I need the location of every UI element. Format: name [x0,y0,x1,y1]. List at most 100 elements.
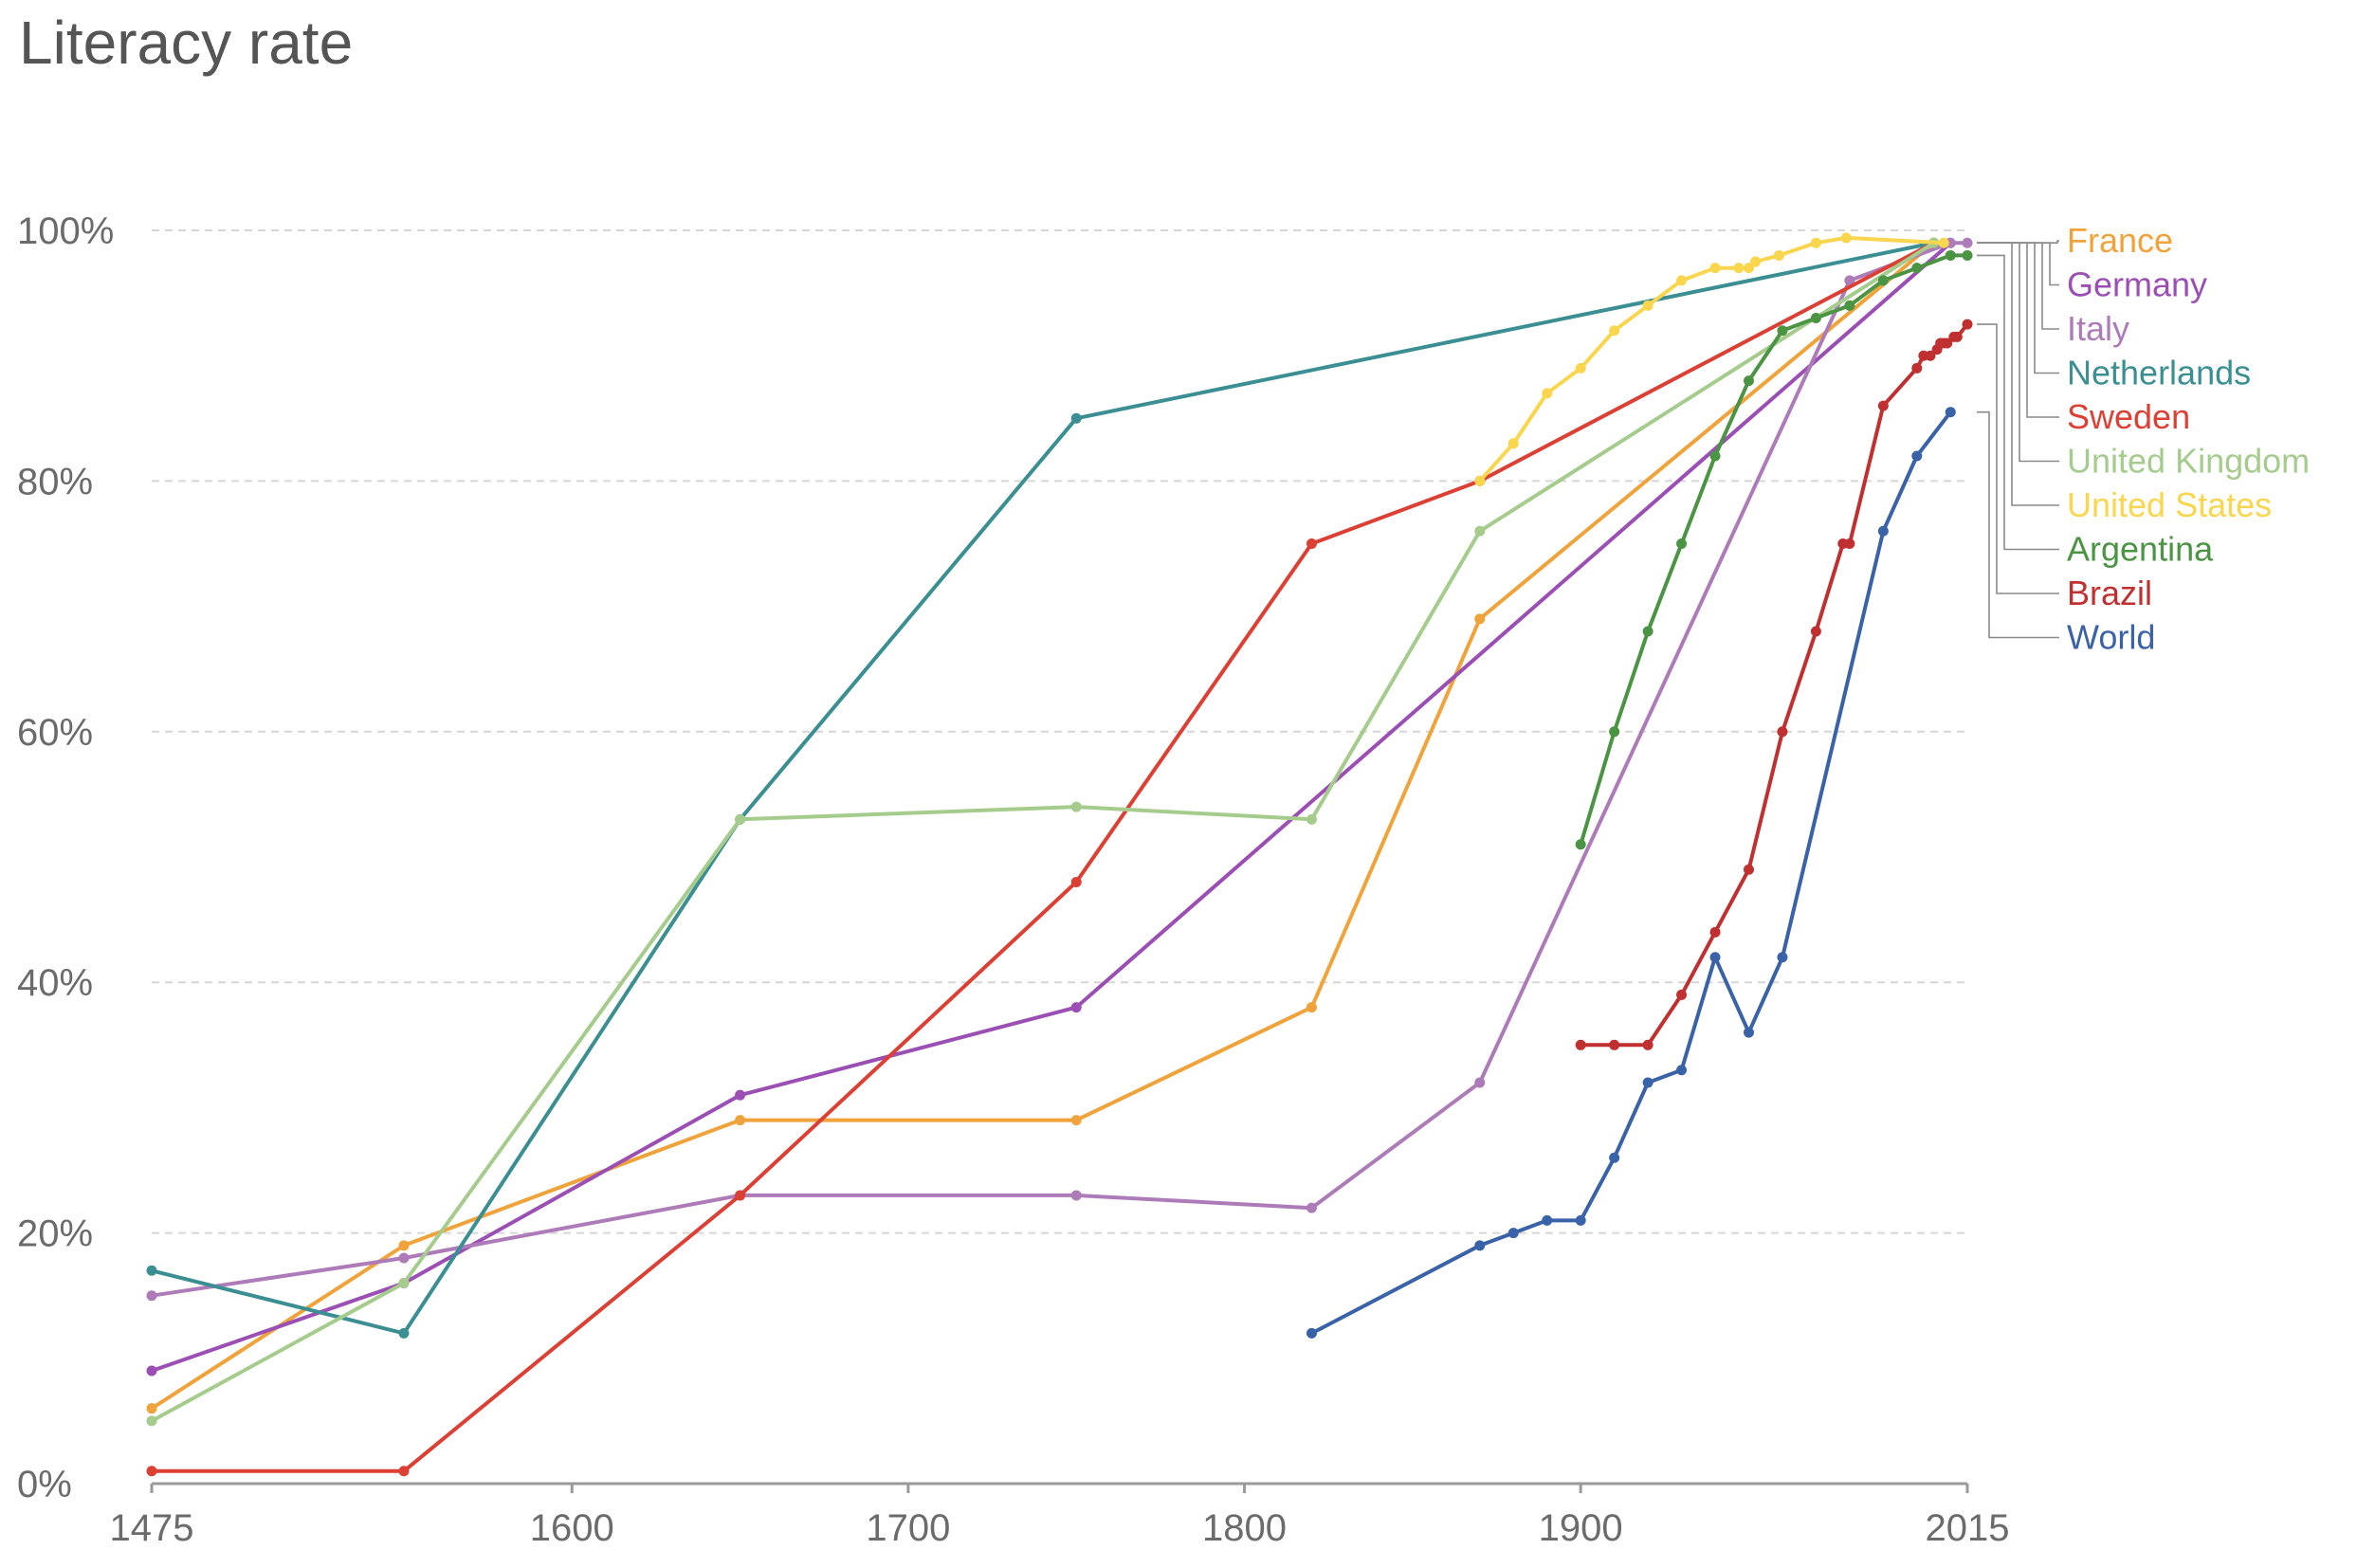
data-point-brazil [1642,1039,1654,1050]
y-tick-label: 80% [17,461,93,502]
data-point-argentina [1575,839,1586,850]
data-point-brazil [1609,1039,1620,1050]
x-tick-label: 1700 [866,1507,950,1549]
legend-leader-brazil [1977,323,2059,594]
data-point-brazil [1709,926,1721,938]
data-point-brazil [1951,331,1963,342]
data-point-united-states [1840,232,1852,244]
legend-leader-germany [1977,242,2059,286]
series-italy [146,237,1973,1302]
data-point-world [1911,450,1923,462]
data-point-united-kingdom [146,1415,157,1427]
legend-label-argentina: Argentina [2067,530,2214,569]
legend-label-world: World [2067,618,2155,657]
data-point-argentina [1810,313,1821,324]
data-point-world [1777,952,1788,963]
series-united-kingdom [146,237,1940,1427]
data-point-united-states [1507,438,1519,449]
data-point-italy [1844,275,1855,286]
data-point-world [1474,1240,1486,1251]
series-argentina [1575,249,1973,850]
data-point-united-states [1743,263,1754,274]
legend-leader-world [1977,410,2059,639]
y-tick-label: 60% [17,712,93,754]
y-axis-labels: 0% 20% 40% 60% 80% 100% [17,210,114,1505]
data-point-sweden [146,1466,157,1477]
series-line-argentina [1579,253,1967,846]
series-line-netherlands [151,241,1934,1336]
data-point-france [1070,1115,1082,1126]
legend-leader-united-states [1977,242,2059,506]
data-point-netherlands [1070,412,1082,424]
data-point-brazil [1911,362,1923,374]
data-point-brazil [1743,864,1754,875]
series-sweden [146,237,1940,1477]
data-point-france [735,1115,746,1126]
data-point-argentina [1945,249,1956,261]
data-point-italy [146,1290,157,1302]
data-point-netherlands [146,1265,157,1276]
series-line-united-kingdom [151,241,1935,1423]
data-point-france [146,1403,157,1414]
x-tick-label: 2015 [1926,1507,2010,1549]
series-line-italy [151,241,1967,1298]
data-point-united-states [1810,237,1821,248]
data-point-argentina [1844,300,1855,311]
chart-title: Literacy rate [19,9,354,77]
y-tick-label: 20% [17,1213,93,1255]
data-point-world [1676,1065,1688,1076]
legend-label-united-kingdom: United Kingdom [2067,442,2310,481]
data-point-united-states [1938,237,1949,248]
data-point-world [1877,525,1889,537]
data-point-world [1743,1027,1754,1038]
data-point-brazil [1962,319,1973,330]
data-point-united-states [1642,300,1654,311]
legend-label-netherlands: Netherlands [2067,354,2251,392]
data-point-united-states [1609,325,1620,337]
data-point-united-states [1773,249,1784,261]
y-tick-label: 100% [17,210,114,252]
data-point-united-states [1733,263,1745,274]
data-point-argentina [1743,375,1754,387]
data-point-brazil [1942,337,1953,349]
series-france [146,237,1940,1414]
data-point-united-kingdom [398,1277,410,1288]
y-gridlines [152,229,1967,1234]
data-point-argentina [1609,726,1620,738]
data-point-france [1306,1002,1317,1013]
series-line-sweden [152,241,1935,1473]
data-point-brazil [1810,626,1821,637]
data-point-italy [1306,1202,1317,1213]
data-point-italy [1474,1077,1486,1088]
data-point-france [398,1240,410,1251]
data-point-argentina [1877,275,1889,286]
data-point-united-states [1709,263,1721,274]
data-point-brazil [1575,1039,1586,1050]
data-point-united-states [1542,388,1553,399]
data-point-world [1945,407,1956,418]
data-point-brazil [1676,989,1688,1000]
legend-label-italy: Italy [2067,309,2129,348]
data-point-italy [398,1252,410,1264]
data-point-united-states [1575,362,1586,374]
data-point-argentina [1676,538,1688,549]
data-point-united-states [1474,475,1486,486]
data-point-world [1575,1214,1586,1226]
data-point-sweden [1070,876,1082,887]
legend-label-united-states: United States [2067,485,2272,524]
data-point-world [1507,1228,1519,1239]
data-point-united-kingdom [1474,525,1486,537]
data-point-world [1609,1152,1620,1163]
data-point-argentina [1709,450,1721,462]
data-point-netherlands [398,1327,410,1339]
legend: France Germany Italy Netherlands Sweden Unite… [1977,221,2310,657]
data-point-argentina [1962,249,1973,261]
data-point-world [1642,1077,1654,1088]
data-point-italy [1070,1190,1082,1201]
series-world [1306,407,1956,1339]
series-line-world [1310,410,1952,1336]
data-point-united-kingdom [735,813,746,825]
series-brazil [1575,319,1973,1050]
legend-leader-argentina [1977,254,2059,551]
